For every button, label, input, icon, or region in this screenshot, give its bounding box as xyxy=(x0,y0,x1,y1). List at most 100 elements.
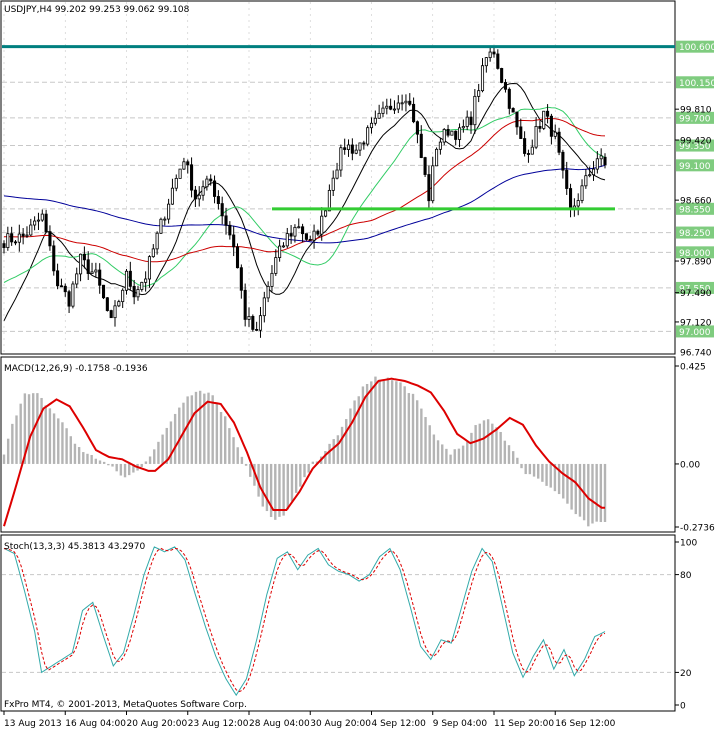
candle-body xyxy=(98,269,102,286)
macd-histogram-bar xyxy=(511,451,515,464)
candle xyxy=(270,265,274,292)
candle-body xyxy=(56,270,60,287)
level-label: 100.150 xyxy=(679,79,715,89)
macd-histogram-bar xyxy=(541,463,544,482)
candle-body xyxy=(438,141,442,150)
candle xyxy=(216,190,220,210)
candle-body xyxy=(431,165,435,202)
candle xyxy=(304,233,308,241)
macd-histogram-bar xyxy=(86,453,89,464)
level-label-bg xyxy=(676,111,714,124)
candle xyxy=(239,264,243,299)
candle xyxy=(500,67,504,84)
candle-body xyxy=(29,224,33,236)
candle xyxy=(63,283,67,297)
candle-body xyxy=(266,285,270,299)
candle-body xyxy=(423,157,427,175)
candle xyxy=(174,174,178,192)
candle-body xyxy=(569,188,573,210)
macd-histogram-bar xyxy=(478,423,481,464)
macd-histogram-bar xyxy=(6,438,10,464)
macd-histogram-bar xyxy=(574,463,577,515)
candle xyxy=(170,178,174,205)
macd-histogram-bar xyxy=(132,463,135,473)
candle xyxy=(427,165,431,209)
candle xyxy=(431,156,435,204)
candle-body xyxy=(90,271,94,274)
candle xyxy=(13,240,18,246)
candle-body xyxy=(94,269,98,273)
candle-body xyxy=(435,148,439,167)
candle xyxy=(105,296,109,312)
candle-body xyxy=(450,130,454,136)
candle xyxy=(442,128,446,146)
macd-histogram-bar xyxy=(228,428,231,464)
candle-body xyxy=(274,257,278,274)
candle xyxy=(603,153,607,169)
price-tick-label: 97.890 xyxy=(680,258,712,268)
candle xyxy=(588,166,592,178)
candle-body xyxy=(343,147,347,150)
time-tick-label: 28 Aug 04:00 xyxy=(249,719,310,729)
candle xyxy=(94,262,98,278)
candle-body xyxy=(304,233,308,240)
macd-histogram-bar xyxy=(215,402,219,464)
candle-body xyxy=(377,112,381,119)
candle-body xyxy=(193,189,197,200)
macd-histogram-bar xyxy=(44,405,47,464)
candle-body xyxy=(270,272,274,287)
candle xyxy=(488,45,492,62)
macd-histogram-bar xyxy=(36,393,39,464)
macd-histogram-bar xyxy=(528,463,532,475)
macd-panel[interactable]: MACD(12,26,9) -0.1758 -0.1936 0.425 0.00 -… xyxy=(0,356,715,534)
stoch-lines xyxy=(3,546,606,697)
candle-body xyxy=(312,230,316,241)
candle xyxy=(515,111,519,135)
candle xyxy=(438,137,442,155)
macd-histogram-bar xyxy=(102,461,106,464)
candle-body xyxy=(461,126,465,129)
candle-body xyxy=(79,253,83,275)
level-label-bg xyxy=(676,226,714,239)
candle xyxy=(128,261,132,291)
price-tick-label: 97.120 xyxy=(680,318,712,328)
stoch-tick-label: 80 xyxy=(680,571,692,581)
candle xyxy=(369,117,374,134)
macd-histogram-bar xyxy=(520,463,523,469)
candle-body xyxy=(213,180,217,197)
stoch-panel[interactable]: Stoch(13,3,3) 45.3813 43.2970 FxPro MT4,… xyxy=(0,534,697,712)
candle xyxy=(90,262,94,274)
candle xyxy=(526,149,530,163)
candle xyxy=(576,193,580,216)
candle-body xyxy=(346,144,351,150)
candle xyxy=(400,94,404,111)
candle xyxy=(220,196,224,225)
macd-histogram-bar xyxy=(2,454,6,464)
macd-histogram-bar xyxy=(290,463,294,502)
macd-histogram-bar xyxy=(578,463,582,517)
candle xyxy=(33,216,37,231)
macd-histogram-bar xyxy=(190,395,194,464)
candle xyxy=(48,225,52,251)
macd-histogram-bar xyxy=(244,463,248,466)
macd-histogram-bar xyxy=(169,421,173,464)
macd-histogram-bar xyxy=(128,463,131,476)
moving-average-long xyxy=(3,164,606,244)
stoch-signal-line xyxy=(3,547,606,693)
price-panel-header: USDJPY,H4 99.202 99.253 99.062 99.108 xyxy=(4,5,190,15)
macd-histogram-bar xyxy=(77,447,81,464)
level-label: 98.250 xyxy=(679,229,711,239)
candle-body xyxy=(477,90,481,97)
macd-histogram-bar xyxy=(470,432,473,464)
price-panel[interactable]: USDJPY,H4 99.202 99.253 99.062 99.108 10… xyxy=(0,0,715,359)
macd-signal-line xyxy=(3,377,605,527)
macd-histogram-bar xyxy=(516,457,519,464)
candle-body xyxy=(446,128,450,136)
macd-histogram-bar xyxy=(140,463,143,468)
candle xyxy=(492,46,496,58)
macd-histogram-bar xyxy=(186,396,189,464)
macd-histogram-bar xyxy=(115,463,118,472)
macd-histogram-bar xyxy=(61,422,64,464)
candle xyxy=(404,94,408,112)
